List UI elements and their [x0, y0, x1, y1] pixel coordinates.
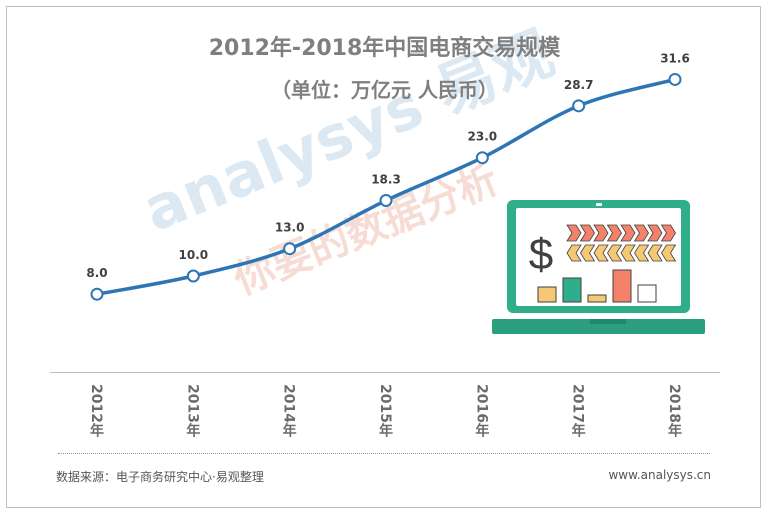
chevron-icon	[566, 224, 582, 242]
chevron-icon	[633, 224, 649, 242]
chevron-icon	[593, 244, 609, 262]
x-tick-label: 2016年	[473, 384, 490, 437]
data-label: 23.0	[468, 130, 498, 144]
chevron-icon	[593, 224, 609, 242]
data-point-marker	[90, 287, 104, 301]
x-tick-label: 2014年	[280, 384, 297, 437]
chevron-icon	[566, 244, 582, 262]
data-point-marker	[572, 99, 586, 113]
chevron-icon	[660, 224, 676, 242]
chevron-icon	[620, 224, 636, 242]
data-label: 10.0	[179, 248, 209, 262]
chevron-icon	[607, 244, 623, 262]
x-tick-label: 2015年	[377, 384, 393, 437]
footer-divider	[58, 453, 710, 454]
data-label: 18.3	[371, 172, 401, 186]
chevron-icon	[634, 244, 650, 262]
chevron-icon	[579, 224, 595, 242]
svg-text:$: $	[529, 230, 553, 279]
chart-title: 2012年-2018年中国电商交易规模	[208, 36, 561, 61]
website-url: www.analysys.cn	[608, 468, 711, 482]
x-axis-line	[50, 372, 720, 373]
data-point-marker	[668, 72, 682, 86]
data-source: 数据来源：电子商务研究中心·易观整理	[56, 470, 264, 484]
data-point-marker	[379, 193, 393, 207]
x-tick-label: 2013年	[184, 384, 201, 437]
data-point-marker	[475, 151, 489, 165]
data-label: 13.0	[275, 221, 305, 235]
chevron-icon	[647, 224, 663, 242]
x-tick-label: 2017年	[569, 384, 586, 437]
data-label: 31.6	[660, 51, 690, 65]
data-label: 28.7	[564, 78, 594, 92]
data-point-marker	[186, 269, 200, 283]
chevron-icon	[647, 244, 663, 262]
chevron-icon	[606, 224, 622, 242]
chevron-icon	[661, 244, 677, 262]
x-tick-label: 2012年	[88, 384, 104, 437]
data-label: 8.0	[86, 266, 107, 280]
laptop-with-chart-icon: $	[492, 200, 705, 334]
chevron-icon	[620, 244, 636, 262]
chart-subtitle: （单位：万亿元 人民币）	[271, 78, 498, 102]
x-tick-label: 2018年	[666, 384, 682, 437]
chevron-icon	[580, 244, 596, 262]
data-point-marker	[283, 242, 297, 256]
